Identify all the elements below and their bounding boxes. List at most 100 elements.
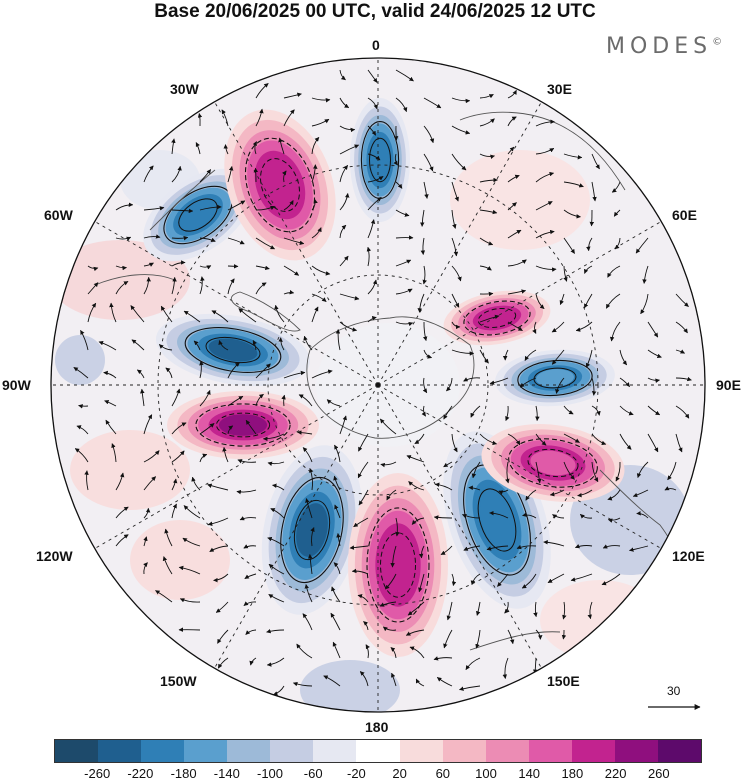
wind-arrow-icon [471,461,481,479]
colorbar-cell [356,740,400,762]
wind-arrow-icon [131,339,145,351]
wind-arrow-icon [367,125,377,136]
wind-arrow-icon [339,125,356,133]
wind-arrow-icon [73,367,89,379]
wind-arrow-icon [589,209,595,227]
wind-arrow-icon [507,321,523,331]
wind-arrow-icon [486,545,509,551]
colorbar-tick-label: -60 [303,766,323,781]
anomaly-wash [300,660,400,712]
graticule [51,58,705,712]
wind-arrow-icon [115,281,129,295]
wind-arrow-icon [415,678,425,687]
wind-arrow-icon [143,262,154,267]
wind-arrow-icon [311,164,318,183]
wind-arrow-icon [358,433,369,452]
wind-arrow-icon [535,433,547,446]
wind-arrow-icon [283,289,295,295]
wind-arrow-icon [451,349,475,356]
wind-arrow-icon [115,472,125,491]
wind-arrow-icon [414,433,425,444]
contour-line [380,532,416,598]
wind-arrow-icon [551,321,565,333]
lon-label-0: 0 [372,37,380,53]
wind-arrow-icon [555,377,565,394]
wind-arrow-icon [255,363,271,379]
contour-line [293,499,331,561]
wind-arrow-icon [255,205,276,211]
wind-arrow-icon [252,141,257,155]
wind-arrow-icon [217,657,229,669]
wind-arrow-icon [395,517,400,537]
wind-arrow-icon [479,209,498,215]
wind-arrow-icon [136,369,145,379]
wind-arrow-icon [570,573,593,582]
wind-arrow-icon [497,573,509,587]
anomaly-wash [55,335,105,385]
wind-arrow-icon [339,255,349,267]
wind-arrow-icon [330,612,341,631]
contour-line [215,412,271,438]
wind-arrow-icon [115,265,127,271]
wind-arrow-icon [451,321,461,330]
wind-arrow-icon [227,395,244,407]
map-disc [51,58,705,712]
wind-arrow-icon [243,544,257,549]
wind-arrow-icon [479,314,500,323]
wind-arrow-icon [307,553,313,575]
wind-arrow-icon [171,503,177,519]
wind-arrow-icon [339,69,346,81]
wind-arrow-icon [451,125,471,135]
wind-arrow-icon [615,461,621,482]
wind-arrow-icon [563,265,568,282]
colorbar-cell [399,740,443,762]
wind-arrow-icon [367,315,377,323]
wind-arrow-icon [522,512,537,519]
wind-arrow-icon [305,498,313,519]
wind-arrow-icon [405,629,425,636]
wind-arrow-icon [585,349,593,368]
wind-arrow-icon [270,508,285,519]
contour-line [527,448,579,478]
wind-arrow-icon [339,415,347,435]
wind-arrow-icon [335,329,341,351]
wind-arrow-icon [479,291,494,297]
colorbar-cell [313,740,357,762]
wind-arrow-icon [451,209,457,229]
wind-arrow-icon [171,388,181,407]
wind-arrow-icon [130,305,145,323]
anomaly-wash [130,520,230,600]
wind-arrow-icon [267,461,285,466]
wind-arrow-icon [357,593,369,603]
wind-arrow-icon [283,92,302,99]
wind-arrow-icon [607,265,621,278]
wind-arrow-icon [547,573,565,583]
wind-arrow-icon [382,626,397,632]
wind-arrow-icon [302,613,313,631]
wind-arrow-icon [636,511,649,519]
lon-label-150e: 150E [547,673,580,689]
wind-arrow-icon [451,265,462,282]
wind-arrow-icon [199,169,212,183]
wind-arrow-icon [105,419,117,435]
wind-arrow-icon [268,563,285,575]
wind-arrow-icon [507,174,520,183]
wind-arrow-icon [339,165,349,183]
wind-arrow-icon [619,349,628,366]
wind-arrow-icon [507,146,515,155]
wind-arrow-icon [143,507,151,519]
contour-line [508,438,598,488]
wind-arrow-icon [281,394,286,407]
colorbar-tick-label: 180 [561,766,584,781]
wind-arrow-icon [164,528,173,547]
colorbar-tick-label: -140 [213,766,240,781]
anomaly-lobe [495,349,615,407]
meridian-line [377,98,544,386]
wind-arrow-icon [227,237,245,245]
wind-arrow-icon [636,461,649,479]
wind-arrow-icon [331,586,341,603]
wind-arrow-icon [563,153,583,160]
contour-line [205,336,261,364]
wind-arrow-icon [675,433,683,453]
wind-arrow-icon [479,153,495,159]
